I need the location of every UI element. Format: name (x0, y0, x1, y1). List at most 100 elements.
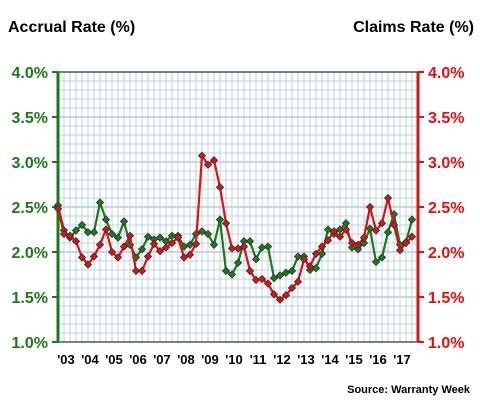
data-point-claims (203, 160, 213, 169)
data-point-claims (359, 233, 369, 242)
data-point-accrual (197, 227, 207, 236)
data-point-accrual (293, 252, 303, 261)
right-y-tick-label: 2.0% (428, 245, 464, 262)
data-point-accrual (407, 215, 417, 224)
data-point-claims (239, 242, 249, 251)
left-y-tick-label: 1.0% (12, 335, 48, 352)
data-point-claims (227, 244, 237, 253)
data-point-claims (317, 242, 327, 251)
x-tick-label: '11 (250, 352, 267, 367)
data-point-claims (167, 238, 177, 248)
data-point-claims (209, 156, 219, 165)
data-point-accrual (365, 224, 375, 233)
data-point-accrual (83, 228, 93, 237)
data-point-accrual (155, 233, 165, 242)
left-y-tick-label: 2.0% (12, 245, 48, 262)
left-y-tick-label: 3.0% (12, 155, 48, 172)
data-point-accrual (383, 228, 393, 237)
series-group (53, 151, 417, 304)
x-tick-label: '14 (321, 352, 339, 367)
data-point-claims (329, 227, 339, 236)
data-point-claims (389, 220, 399, 230)
data-point-claims (137, 266, 147, 276)
data-point-claims (263, 279, 273, 288)
data-point-accrual (113, 233, 123, 242)
data-point-claims (269, 290, 279, 299)
data-point-accrual (317, 249, 327, 258)
left-y-tick-label: 3.5% (12, 110, 48, 127)
x-tick-labels: '03 '04 '05 '06 '07 '08 '09 '10 '11 '12 '13 '14 '15 '… (57, 352, 411, 367)
data-point-claims (353, 240, 363, 249)
data-point-claims (347, 238, 357, 248)
data-point-claims (191, 239, 201, 249)
data-point-accrual (353, 245, 363, 254)
data-point-claims (341, 225, 351, 234)
right-y-tick-label: 1.0% (428, 335, 464, 352)
data-point-accrual (251, 255, 261, 264)
data-point-claims (161, 243, 171, 252)
data-point-accrual (215, 215, 225, 224)
x-tick-label: '05 (105, 352, 123, 367)
data-point-claims (119, 242, 129, 251)
x-tick-label: '08 (177, 352, 195, 367)
data-point-accrual (311, 264, 321, 273)
data-point-claims (107, 247, 117, 257)
data-point-claims (125, 231, 135, 240)
data-point-claims (113, 253, 123, 262)
data-point-claims (395, 246, 405, 255)
data-point-claims (95, 240, 105, 249)
data-point-accrual (77, 220, 87, 230)
data-point-claims (143, 252, 153, 261)
data-point-accrual (245, 237, 255, 246)
x-tick-label: '06 (129, 352, 147, 367)
data-point-accrual (371, 257, 381, 267)
x-tick-label: '09 (201, 352, 219, 367)
right-axis-title: Claims Rate (%) (353, 19, 474, 36)
data-point-claims (335, 232, 345, 241)
x-tick-label: '13 (297, 352, 315, 367)
x-tick-label: '16 (369, 352, 387, 367)
data-point-accrual (221, 266, 231, 276)
data-point-claims (407, 232, 417, 241)
data-point-accrual (95, 198, 105, 207)
right-y-tick-label: 4.0% (428, 65, 464, 82)
data-point-accrual (209, 240, 219, 249)
left-y-tick-label: 2.5% (12, 200, 48, 217)
data-point-claims (65, 231, 75, 240)
left-y-tick-label: 1.5% (12, 290, 48, 307)
source-note: Source: Warranty Week (347, 384, 471, 396)
data-point-claims (197, 151, 207, 160)
x-tick-label: '17 (393, 352, 411, 367)
data-point-claims (101, 225, 111, 234)
data-point-claims (401, 238, 411, 248)
data-point-claims (257, 274, 267, 284)
data-point-accrual (233, 258, 243, 267)
right-y-tick-label: 3.0% (428, 155, 464, 172)
data-point-claims (365, 202, 375, 212)
right-y-tick-label: 1.5% (428, 290, 464, 307)
data-point-claims (281, 291, 291, 300)
data-point-claims (149, 239, 159, 249)
data-point-accrual (287, 266, 297, 276)
data-point-claims (89, 252, 99, 261)
data-point-claims (59, 229, 69, 239)
data-point-accrual (89, 228, 99, 237)
data-point-claims (155, 246, 165, 256)
data-point-accrual (263, 242, 273, 251)
series-line-claims (56, 154, 413, 301)
data-point-claims (377, 219, 387, 228)
data-point-accrual (119, 217, 129, 226)
data-point-accrual (101, 215, 111, 224)
x-tick-label: '04 (81, 352, 99, 367)
data-point-claims (215, 183, 225, 192)
data-point-claims (77, 253, 87, 262)
data-point-claims (179, 253, 189, 262)
left-y-tick-label: 4.0% (12, 65, 48, 82)
data-point-claims (221, 219, 231, 228)
left-axis-title: Accrual Rate (%) (8, 19, 135, 36)
grid (57, 71, 419, 343)
series-line-accrual (56, 201, 414, 280)
data-point-claims (323, 236, 333, 245)
